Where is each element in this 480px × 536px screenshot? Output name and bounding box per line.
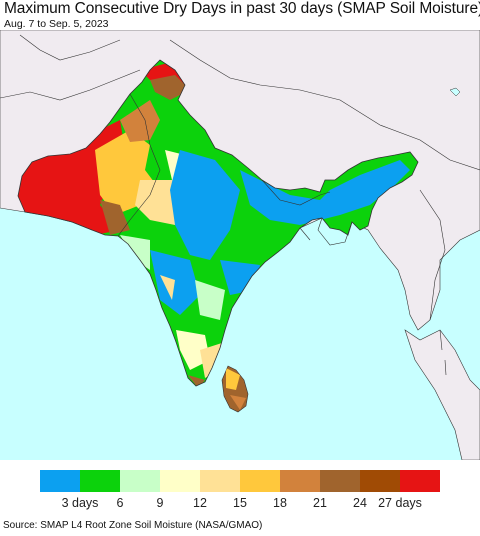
legend-tick-label: 27 days: [378, 496, 422, 510]
legend-tick-label: 21: [313, 496, 327, 510]
internal-borders: [117, 93, 353, 246]
dry-days-map: [0, 30, 480, 460]
legend-swatch: [320, 470, 360, 492]
source-note: Source: SMAP L4 Root Zone Soil Moisture …: [3, 520, 263, 531]
legend-swatch: [400, 470, 440, 492]
legend-tick-label: 24: [353, 496, 367, 510]
islands: [439, 329, 447, 376]
legend-swatch: [160, 470, 200, 492]
legend-tick-label: 9: [157, 496, 164, 510]
legend-tick-label: 3 days: [62, 496, 99, 510]
legend-swatch: [80, 470, 120, 492]
lake-icon: [449, 87, 461, 97]
legend-swatch: [200, 470, 240, 492]
country-borders: [0, 34, 480, 321]
legend-swatch: [120, 470, 160, 492]
land-south-east-asia: [404, 329, 480, 460]
legend-tick-label: 18: [273, 496, 287, 510]
legend-swatch: [240, 470, 280, 492]
legend-tick-label: 6: [117, 496, 124, 510]
legend-tick-label: 15: [233, 496, 247, 510]
dry-day-patches: [18, 60, 410, 386]
legend-swatch: [360, 470, 400, 492]
legend-tick-label: 12: [193, 496, 207, 510]
legend: 3 days 6 9 12 15 18 21 24 27 days: [40, 470, 440, 510]
legend-swatch: [280, 470, 320, 492]
legend-swatch: [40, 470, 80, 492]
region-outline: [17, 59, 419, 387]
map-title: Maximum Consecutive Dry Days in past 30 …: [4, 0, 480, 17]
date-range: Aug. 7 to Sep. 5, 2023: [4, 18, 109, 30]
